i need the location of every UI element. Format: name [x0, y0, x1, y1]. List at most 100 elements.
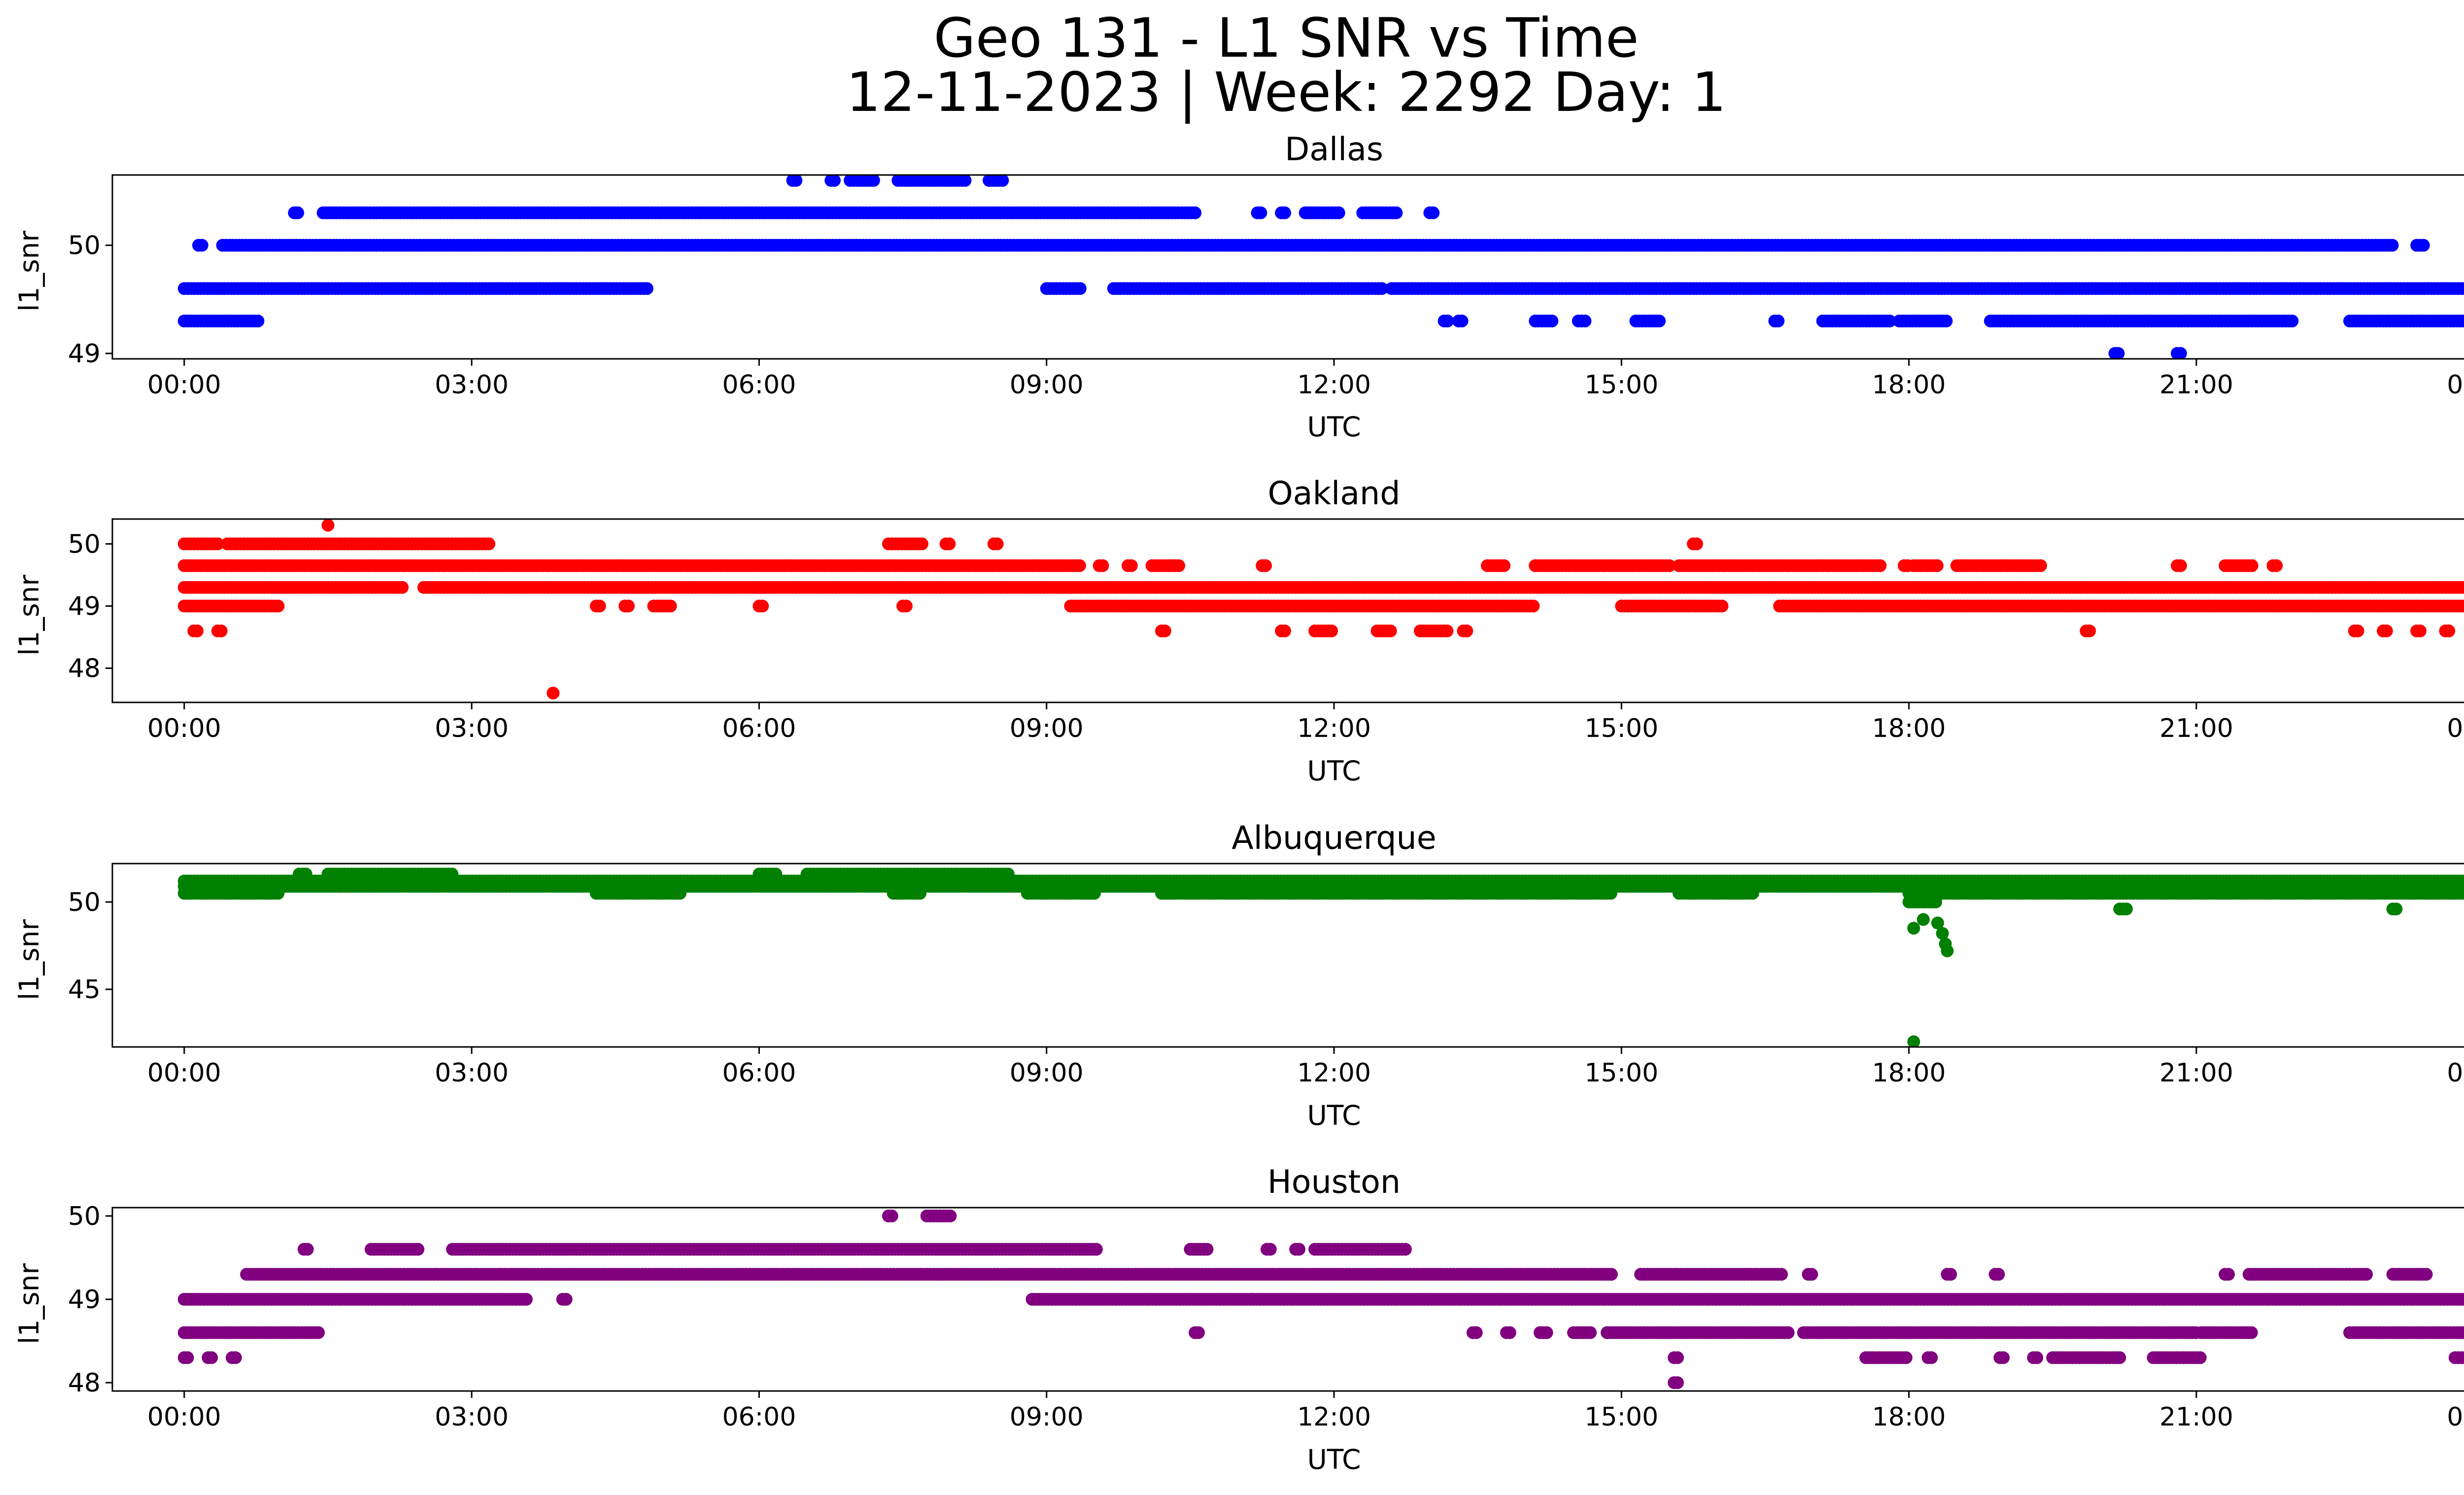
data-point: [1690, 537, 1703, 551]
panel-oakland: Oakland UTC l1_snr 00:00 03:00 06:00 09:00 1…: [13, 475, 2464, 787]
data-point: [1073, 282, 1087, 295]
scatter-points: [177, 519, 2464, 700]
panel-title: Dallas: [1285, 131, 1383, 168]
y-tick-label: 49: [68, 339, 101, 369]
data-point: [1578, 314, 1592, 328]
data-point: [2034, 559, 2047, 572]
x-tick-label: 18:00: [1872, 714, 1946, 743]
data-point: [547, 687, 560, 700]
data-point: [291, 206, 305, 219]
data-point: [1545, 314, 1559, 328]
x-tick-label: 12:00: [1297, 370, 1371, 400]
data-point: [2245, 559, 2259, 572]
x-axis-label: UTC: [1307, 411, 1361, 443]
y-tick-label: 50: [68, 231, 101, 261]
data-point: [664, 599, 677, 613]
data-point: [1259, 559, 1272, 572]
data-point: [1715, 599, 1729, 613]
data-point: [1096, 559, 1109, 572]
data-point: [915, 537, 928, 551]
data-point: [321, 519, 335, 532]
x-tick-label: 03:00: [435, 370, 509, 400]
y-tick-label: 50: [68, 529, 101, 559]
y-tick-label: 48: [68, 654, 101, 684]
data-point: [991, 537, 1004, 551]
data-point: [1930, 559, 1944, 572]
data-point: [191, 625, 204, 637]
x-tick-label: 09:00: [1010, 370, 1084, 400]
data-point: [593, 599, 606, 613]
data-point: [482, 537, 496, 551]
data-point: [1278, 206, 1291, 219]
x-tick-label: 00:00: [2447, 714, 2464, 743]
data-point: [2351, 625, 2364, 637]
data-point: [1883, 314, 1896, 328]
data-point: [1332, 206, 1345, 219]
data-point: [1455, 314, 1469, 328]
panel-dallas: Dallas UTC l1_snr 00:00 03:00 06:00 09:00 12…: [13, 131, 2464, 443]
data-point: [272, 599, 285, 613]
x-tick-label: 15:00: [1584, 714, 1658, 743]
data-point: [1390, 206, 1403, 219]
figure-title-line2: 12-11-2023 | Week: 2292 Day: 1: [846, 61, 1726, 124]
data-point: [1384, 625, 1397, 637]
x-tick-label: 21:00: [2159, 714, 2233, 743]
data-point: [958, 175, 972, 187]
data-point: [214, 625, 228, 637]
data-point: [211, 537, 224, 551]
data-point: [828, 175, 841, 187]
data-point: [1189, 206, 1202, 219]
data-point: [2461, 600, 2464, 612]
data-point: [2083, 625, 2096, 637]
data-point: [1073, 559, 1086, 572]
y-axis-label: l1_snr: [13, 231, 45, 312]
scatter-points: [177, 175, 2464, 359]
data-point: [2286, 314, 2299, 328]
x-tick-label: 18:00: [1872, 370, 1946, 400]
data-point: [1663, 559, 1676, 572]
data-point: [2442, 625, 2456, 637]
data-point: [640, 282, 653, 295]
data-point: [2413, 625, 2427, 637]
data-point: [1172, 559, 1185, 572]
x-tick-label: 15:00: [1584, 370, 1658, 400]
data-point: [2460, 581, 2464, 594]
data-point: [899, 599, 913, 613]
data-point: [396, 581, 409, 594]
data-point: [2174, 559, 2187, 572]
data-point: [1325, 625, 1338, 637]
x-tick-label: 00:00: [2447, 370, 2464, 400]
data-point: [1254, 206, 1267, 219]
x-tick-label: 12:00: [1297, 714, 1371, 743]
data-point: [1427, 206, 1440, 219]
data-point: [195, 239, 208, 252]
y-axis-label: l1_snr: [13, 919, 45, 1000]
panel-albuquerque: Albuquerque UTC l1_snr 00:00 03:00 06:00 09…: [13, 820, 2464, 1131]
data-point: [867, 175, 880, 187]
x-tick-label: 03:00: [435, 714, 509, 743]
data-point: [1441, 314, 1454, 328]
data-point: [943, 537, 956, 551]
y-axis-label: l1_snr: [13, 575, 45, 656]
data-point: [996, 175, 1009, 187]
data-point: [2380, 625, 2393, 637]
data-point: [789, 175, 803, 187]
data-point: [1498, 559, 1511, 572]
data-point: [1772, 314, 1785, 328]
data-point: [1653, 314, 1666, 328]
data-point: [1440, 625, 1454, 637]
data-point: [251, 314, 265, 328]
data-point: [2417, 239, 2430, 252]
data-point: [756, 599, 769, 613]
data-point: [2386, 239, 2399, 252]
data-point: [2461, 315, 2464, 327]
data-point: [2462, 283, 2464, 294]
data-point: [1940, 314, 1953, 328]
x-tick-label: 06:00: [722, 714, 796, 743]
data-point: [2174, 347, 2187, 359]
data-point: [1375, 282, 1389, 295]
panel-title: Oakland: [1268, 475, 1401, 512]
x-tick-label: 00:00: [147, 714, 221, 743]
data-point: [1460, 625, 1473, 637]
